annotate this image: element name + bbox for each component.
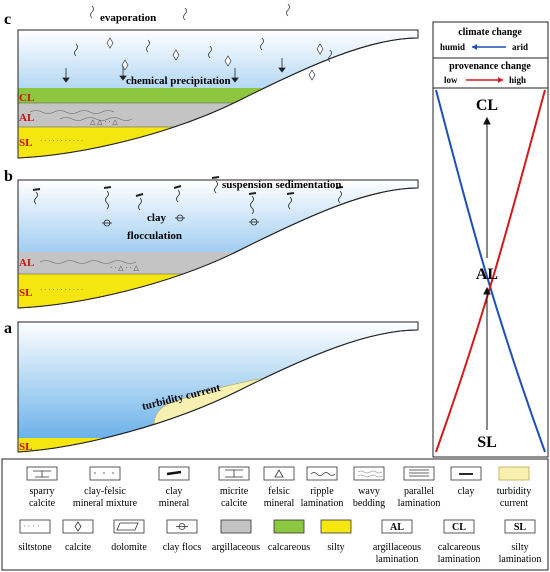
- legend-silty-lamination-l1: silty: [511, 542, 528, 553]
- layer-label-al-b: AL: [19, 257, 34, 269]
- legend-silty-lamination-l2: lamination: [499, 554, 542, 565]
- legend: sparry calcite clay-felsic mineral mixtu…: [1, 458, 549, 571]
- legend-felsic-l1: felsic: [268, 486, 290, 497]
- humid-trend-curve: [435, 89, 546, 453]
- layer-label-cl-c: CL: [19, 92, 34, 104]
- legend-micrite-l2: calcite: [221, 498, 248, 509]
- legend-calcareous: calcareous: [268, 542, 310, 553]
- legend-wavy-l2: bedding: [353, 498, 385, 509]
- provenance-change-title: provenance change: [449, 61, 531, 72]
- layer-label-sl-a: SL: [19, 441, 32, 453]
- trend-panel: climate change humid arid provenance cha…: [432, 21, 549, 458]
- legend-row-2-symbols: · · · ·: [19, 519, 536, 534]
- legend-symbol-sl: SL: [514, 522, 527, 533]
- legend-clay-l1: clay: [458, 486, 475, 497]
- svg-text:· · · ·: · · · ·: [232, 394, 247, 402]
- panel-c: △ △ · · △ · · · · · · · · · · ·: [4, 3, 419, 159]
- provenance-high: high: [509, 75, 526, 85]
- legend-argillaceous: argillaceous: [212, 542, 260, 553]
- svg-text:· · · · · ·: · · · · · ·: [180, 422, 203, 430]
- process-suspension-sedimentation: suspension sedimentation: [222, 179, 342, 191]
- legend-ripple-l2: lamination: [301, 498, 344, 509]
- panel-b-letter: b: [4, 168, 13, 185]
- legend-felsic-l2: mineral: [264, 498, 295, 509]
- legend-symbol-al: AL: [390, 522, 404, 533]
- climate-humid: humid: [440, 42, 465, 52]
- panel-a: · · · · · · · · · · · · · · · · a turbid…: [4, 320, 419, 453]
- layer-argillaceous-c: [18, 103, 418, 127]
- legend-siltstone: siltstone: [18, 542, 52, 553]
- legend-row-2-labels: siltstone calcite dolomite clay flocs ar…: [18, 542, 541, 565]
- provenance-low: low: [444, 75, 458, 85]
- legend-clay-mineral-l2: mineral: [159, 498, 190, 509]
- legend-dolomite: dolomite: [111, 542, 147, 553]
- svg-text:△ △ · · △: △ △ · · △: [90, 118, 118, 126]
- legend-row-1-symbols: [26, 466, 530, 481]
- svg-text:· · · · · ·: · · · · · ·: [200, 408, 223, 416]
- panel-b: · · △ · · △ · · · · · · · · · · · b susp…: [4, 168, 419, 309]
- legend-symbol-cl: CL: [452, 522, 466, 533]
- svg-text:· · · ·: · · · ·: [23, 522, 40, 531]
- layer-silty-b: [18, 274, 418, 308]
- layer-silty-c: [18, 127, 418, 158]
- legend-row-1-labels: sparry calcite clay-felsic mineral mixtu…: [29, 486, 531, 509]
- legend-micrite-l1: micrite: [220, 486, 249, 497]
- legend-clay-felsic-l1: clay-felsic: [84, 486, 126, 497]
- layer-silty-a: [18, 438, 418, 452]
- layer-label-sl-c: SL: [19, 137, 32, 149]
- legend-calcareous-lamination-l2: lamination: [438, 554, 481, 565]
- process-evaporation: evaporation: [100, 12, 156, 24]
- panel-c-letter: c: [4, 11, 11, 28]
- legend-clay-mineral-l1: clay: [166, 486, 183, 497]
- legend-turbidity-l1: turbidity: [497, 486, 531, 497]
- legend-parallel-l1: parallel: [404, 486, 434, 497]
- legend-calcite: calcite: [65, 542, 92, 553]
- legend-parallel-l2: lamination: [398, 498, 441, 509]
- process-clay: clay: [147, 212, 166, 224]
- svg-text:· · · · · · · · · · ·: · · · · · · · · · · ·: [40, 137, 83, 145]
- stage-sl: SL: [477, 434, 497, 451]
- legend-calcareous-lamination-l1: calcareous: [438, 542, 480, 553]
- stage-cl: CL: [476, 97, 498, 114]
- legend-wavy-l1: wavy: [358, 486, 380, 497]
- legend-sparry-calcite-l1: sparry: [30, 486, 55, 497]
- process-chemical-precipitation: chemical precipitation: [126, 75, 231, 87]
- layer-label-sl-b: SL: [19, 287, 32, 299]
- climate-change-title: climate change: [458, 27, 522, 38]
- svg-text:· · · · · · · · · · ·: · · · · · · · · · · ·: [40, 286, 83, 294]
- legend-sparry-calcite-l2: calcite: [29, 498, 56, 509]
- legend-clay-felsic-l2: mineral mixture: [73, 498, 138, 509]
- process-flocculation: flocculation: [127, 230, 182, 242]
- climate-arid: arid: [512, 42, 528, 52]
- legend-silty: silty: [327, 542, 344, 553]
- panel-a-letter: a: [4, 320, 12, 337]
- arid-trend-curve: [435, 89, 546, 453]
- layer-calcareous-c: [18, 88, 418, 103]
- layer-label-al-c: AL: [19, 112, 34, 124]
- legend-clay-flocs: clay flocs: [163, 542, 202, 553]
- svg-text:· · △ · · △: · · △ · · △: [110, 264, 139, 272]
- stage-al: AL: [476, 266, 498, 283]
- legend-ripple-l1: ripple: [310, 486, 334, 497]
- legend-turbidity-l2: current: [500, 498, 529, 509]
- legend-argillaceous-lamination-l2: lamination: [376, 554, 419, 565]
- legend-argillaceous-lamination-l1: argillaceous: [373, 542, 421, 553]
